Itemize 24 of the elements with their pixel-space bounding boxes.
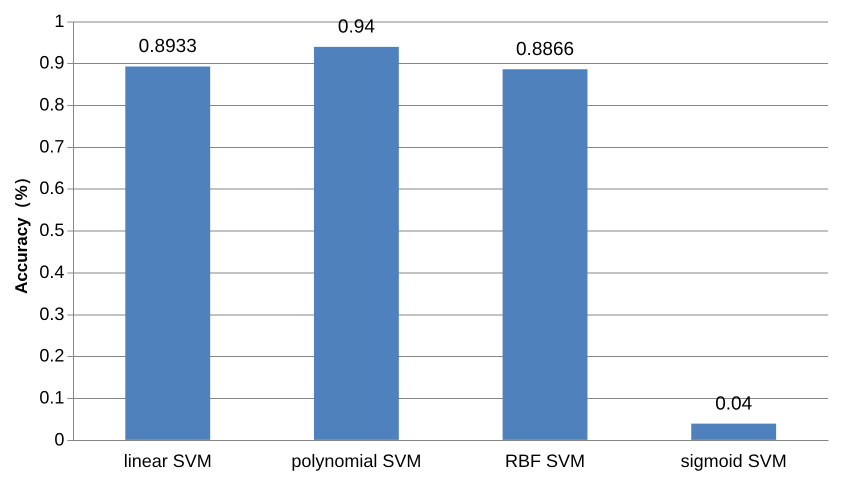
bar: [502, 69, 588, 440]
y-axis-title: Accuracy（%）: [12, 168, 31, 294]
x-tick-label: sigmoid SVM: [680, 451, 787, 472]
data-label: 0.94: [338, 16, 376, 38]
x-tick-label: polynomial SVM: [291, 451, 422, 472]
y-tick-label: 0.3: [39, 304, 64, 324]
y-tick-label: 0.5: [39, 220, 64, 240]
data-label: 0.8933: [138, 36, 197, 58]
y-tick-label: 0: [54, 429, 64, 450]
y-tick-label: 0.2: [39, 346, 64, 366]
bar: [314, 46, 399, 440]
data-label: 0.04: [715, 393, 753, 414]
x-tick-label: linear SVM: [124, 451, 212, 472]
y-tick-label: 0.1: [39, 388, 64, 408]
y-tick-label: 0.8: [39, 94, 64, 114]
y-tick-label: 0.9: [39, 52, 64, 73]
bar: [691, 424, 776, 440]
y-tick-label: 0.6: [39, 178, 64, 198]
y-tick-label: 0.7: [39, 136, 64, 156]
data-label: 0.8866: [516, 39, 574, 60]
x-tick-label: RBF SVM: [505, 451, 586, 472]
y-tick-label: 0.4: [39, 262, 64, 282]
bar: [125, 66, 210, 440]
y-tick-label: 1: [54, 10, 64, 31]
